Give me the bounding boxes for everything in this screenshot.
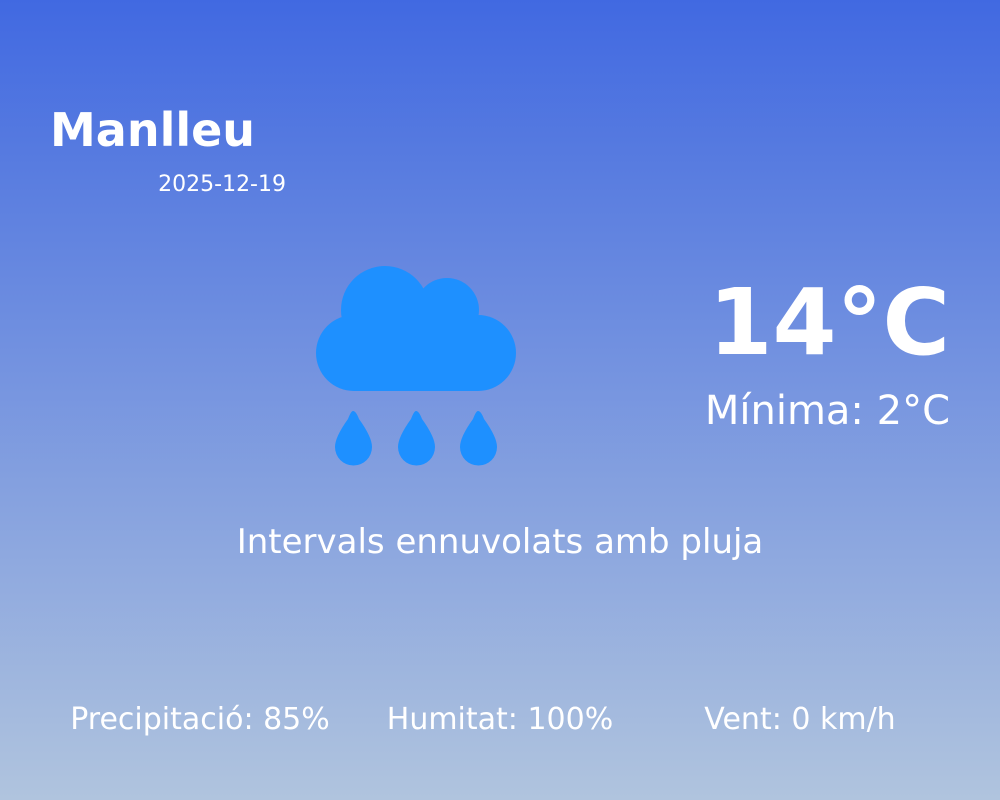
precipitation-stat: Precipitació: 85%: [70, 702, 330, 737]
current-temperature: 14°C: [708, 269, 950, 376]
weather-description: Intervals ennuvolats amb pluja: [236, 522, 764, 562]
forecast-date: 2025-12-19: [158, 172, 286, 197]
minimum-temperature: Mínima: 2°C: [704, 388, 950, 434]
city-name: Manlleu: [50, 103, 256, 157]
humidity-stat: Humitat: 100%: [386, 702, 614, 737]
wind-stat: Vent: 0 km/h: [704, 702, 896, 737]
cloud-rain-icon: [316, 266, 516, 466]
